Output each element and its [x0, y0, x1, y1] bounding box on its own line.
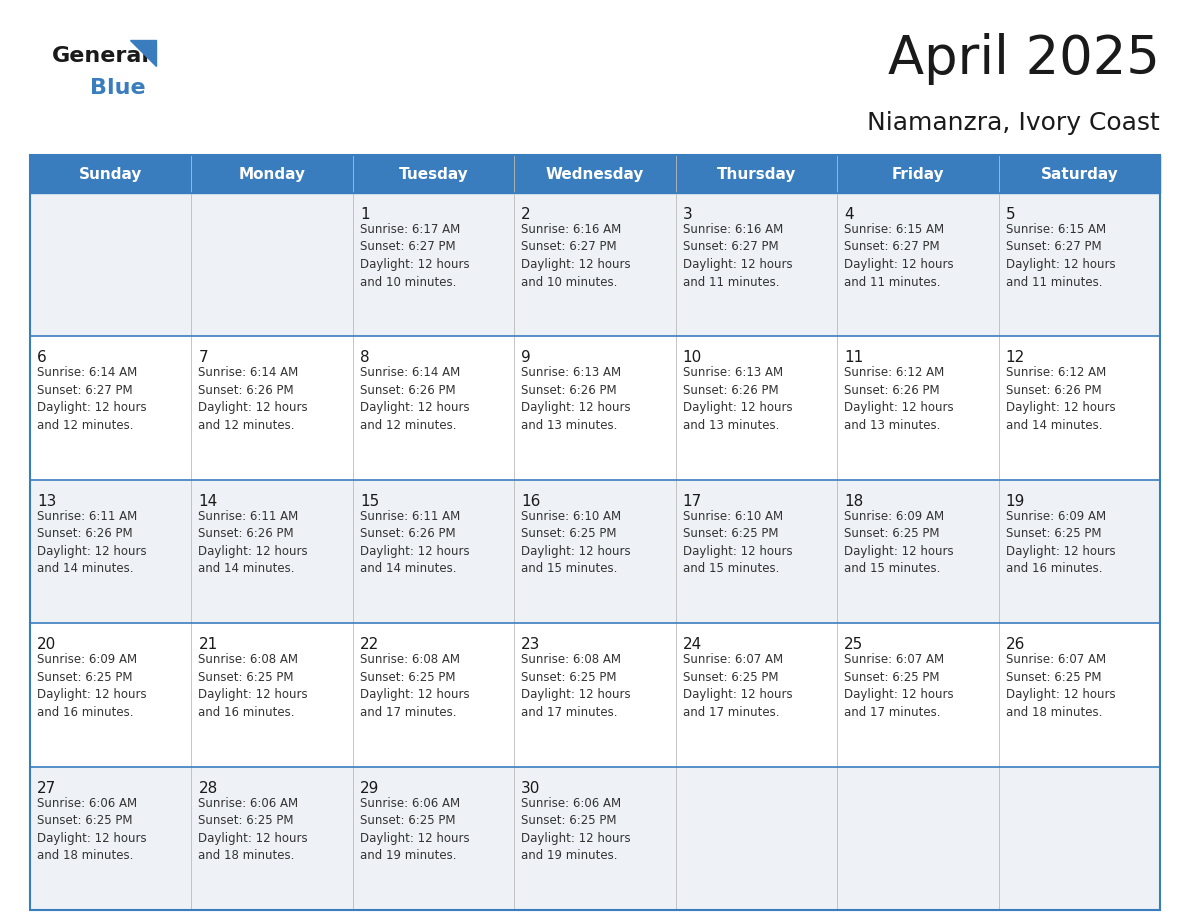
Text: Sunrise: 6:09 AM
Sunset: 6:25 PM
Daylight: 12 hours
and 16 minutes.: Sunrise: 6:09 AM Sunset: 6:25 PM Dayligh…	[37, 654, 146, 719]
Text: Sunrise: 6:06 AM
Sunset: 6:25 PM
Daylight: 12 hours
and 18 minutes.: Sunrise: 6:06 AM Sunset: 6:25 PM Dayligh…	[198, 797, 308, 862]
Text: Sunrise: 6:14 AM
Sunset: 6:27 PM
Daylight: 12 hours
and 12 minutes.: Sunrise: 6:14 AM Sunset: 6:27 PM Dayligh…	[37, 366, 146, 431]
Text: Blue: Blue	[90, 78, 146, 98]
Text: Sunrise: 6:07 AM
Sunset: 6:25 PM
Daylight: 12 hours
and 17 minutes.: Sunrise: 6:07 AM Sunset: 6:25 PM Dayligh…	[845, 654, 954, 719]
Text: 25: 25	[845, 637, 864, 652]
Text: Sunrise: 6:13 AM
Sunset: 6:26 PM
Daylight: 12 hours
and 13 minutes.: Sunrise: 6:13 AM Sunset: 6:26 PM Dayligh…	[683, 366, 792, 431]
Text: Sunrise: 6:14 AM
Sunset: 6:26 PM
Daylight: 12 hours
and 12 minutes.: Sunrise: 6:14 AM Sunset: 6:26 PM Dayligh…	[198, 366, 308, 431]
Text: Sunrise: 6:12 AM
Sunset: 6:26 PM
Daylight: 12 hours
and 13 minutes.: Sunrise: 6:12 AM Sunset: 6:26 PM Dayligh…	[845, 366, 954, 431]
Text: 3: 3	[683, 207, 693, 222]
Text: Sunrise: 6:08 AM
Sunset: 6:25 PM
Daylight: 12 hours
and 17 minutes.: Sunrise: 6:08 AM Sunset: 6:25 PM Dayligh…	[360, 654, 469, 719]
Bar	[30, 336, 1159, 480]
Text: 29: 29	[360, 780, 379, 796]
Text: Friday: Friday	[891, 166, 944, 182]
Text: Sunrise: 6:10 AM
Sunset: 6:25 PM
Daylight: 12 hours
and 15 minutes.: Sunrise: 6:10 AM Sunset: 6:25 PM Dayligh…	[683, 509, 792, 576]
Text: Sunrise: 6:08 AM
Sunset: 6:25 PM
Daylight: 12 hours
and 16 minutes.: Sunrise: 6:08 AM Sunset: 6:25 PM Dayligh…	[198, 654, 308, 719]
Text: 11: 11	[845, 351, 864, 365]
Text: Sunday: Sunday	[80, 166, 143, 182]
Text: Sunrise: 6:16 AM
Sunset: 6:27 PM
Daylight: 12 hours
and 10 minutes.: Sunrise: 6:16 AM Sunset: 6:27 PM Dayligh…	[522, 223, 631, 288]
Text: Sunrise: 6:11 AM
Sunset: 6:26 PM
Daylight: 12 hours
and 14 minutes.: Sunrise: 6:11 AM Sunset: 6:26 PM Dayligh…	[37, 509, 146, 576]
Text: Sunrise: 6:10 AM
Sunset: 6:25 PM
Daylight: 12 hours
and 15 minutes.: Sunrise: 6:10 AM Sunset: 6:25 PM Dayligh…	[522, 509, 631, 576]
Text: Sunrise: 6:11 AM
Sunset: 6:26 PM
Daylight: 12 hours
and 14 minutes.: Sunrise: 6:11 AM Sunset: 6:26 PM Dayligh…	[360, 509, 469, 576]
Text: Sunrise: 6:07 AM
Sunset: 6:25 PM
Daylight: 12 hours
and 18 minutes.: Sunrise: 6:07 AM Sunset: 6:25 PM Dayligh…	[1005, 654, 1116, 719]
Text: Thursday: Thursday	[716, 166, 796, 182]
Bar	[30, 155, 1159, 910]
Text: 24: 24	[683, 637, 702, 652]
Text: Sunrise: 6:11 AM
Sunset: 6:26 PM
Daylight: 12 hours
and 14 minutes.: Sunrise: 6:11 AM Sunset: 6:26 PM Dayligh…	[198, 509, 308, 576]
Text: Sunrise: 6:06 AM
Sunset: 6:25 PM
Daylight: 12 hours
and 19 minutes.: Sunrise: 6:06 AM Sunset: 6:25 PM Dayligh…	[522, 797, 631, 862]
Text: 27: 27	[37, 780, 56, 796]
Text: Sunrise: 6:13 AM
Sunset: 6:26 PM
Daylight: 12 hours
and 13 minutes.: Sunrise: 6:13 AM Sunset: 6:26 PM Dayligh…	[522, 366, 631, 431]
Text: Monday: Monday	[239, 166, 305, 182]
Text: Saturday: Saturday	[1041, 166, 1118, 182]
Polygon shape	[129, 40, 156, 66]
Text: 10: 10	[683, 351, 702, 365]
Text: 17: 17	[683, 494, 702, 509]
Text: Sunrise: 6:06 AM
Sunset: 6:25 PM
Daylight: 12 hours
and 19 minutes.: Sunrise: 6:06 AM Sunset: 6:25 PM Dayligh…	[360, 797, 469, 862]
Text: 18: 18	[845, 494, 864, 509]
Text: 30: 30	[522, 780, 541, 796]
Text: 4: 4	[845, 207, 854, 222]
Text: 5: 5	[1005, 207, 1016, 222]
Text: Sunrise: 6:17 AM
Sunset: 6:27 PM
Daylight: 12 hours
and 10 minutes.: Sunrise: 6:17 AM Sunset: 6:27 PM Dayligh…	[360, 223, 469, 288]
Text: Sunrise: 6:15 AM
Sunset: 6:27 PM
Daylight: 12 hours
and 11 minutes.: Sunrise: 6:15 AM Sunset: 6:27 PM Dayligh…	[845, 223, 954, 288]
Text: Sunrise: 6:08 AM
Sunset: 6:25 PM
Daylight: 12 hours
and 17 minutes.: Sunrise: 6:08 AM Sunset: 6:25 PM Dayligh…	[522, 654, 631, 719]
Text: Sunrise: 6:15 AM
Sunset: 6:27 PM
Daylight: 12 hours
and 11 minutes.: Sunrise: 6:15 AM Sunset: 6:27 PM Dayligh…	[1005, 223, 1116, 288]
Text: Sunrise: 6:16 AM
Sunset: 6:27 PM
Daylight: 12 hours
and 11 minutes.: Sunrise: 6:16 AM Sunset: 6:27 PM Dayligh…	[683, 223, 792, 288]
Bar	[30, 623, 1159, 767]
Text: 7: 7	[198, 351, 208, 365]
Text: 2: 2	[522, 207, 531, 222]
Text: 6: 6	[37, 351, 46, 365]
Text: Sunrise: 6:09 AM
Sunset: 6:25 PM
Daylight: 12 hours
and 15 minutes.: Sunrise: 6:09 AM Sunset: 6:25 PM Dayligh…	[845, 509, 954, 576]
Text: Tuesday: Tuesday	[399, 166, 468, 182]
Text: 20: 20	[37, 637, 56, 652]
Text: 26: 26	[1005, 637, 1025, 652]
Text: Sunrise: 6:09 AM
Sunset: 6:25 PM
Daylight: 12 hours
and 16 minutes.: Sunrise: 6:09 AM Sunset: 6:25 PM Dayligh…	[1005, 509, 1116, 576]
Text: 15: 15	[360, 494, 379, 509]
Text: 21: 21	[198, 637, 217, 652]
Text: 1: 1	[360, 207, 369, 222]
Bar	[30, 480, 1159, 623]
Text: Sunrise: 6:07 AM
Sunset: 6:25 PM
Daylight: 12 hours
and 17 minutes.: Sunrise: 6:07 AM Sunset: 6:25 PM Dayligh…	[683, 654, 792, 719]
Bar	[30, 767, 1159, 910]
Text: 9: 9	[522, 351, 531, 365]
Text: 13: 13	[37, 494, 56, 509]
Text: Sunrise: 6:12 AM
Sunset: 6:26 PM
Daylight: 12 hours
and 14 minutes.: Sunrise: 6:12 AM Sunset: 6:26 PM Dayligh…	[1005, 366, 1116, 431]
Text: General: General	[52, 46, 150, 66]
Text: 23: 23	[522, 637, 541, 652]
Text: Niamanzra, Ivory Coast: Niamanzra, Ivory Coast	[867, 111, 1159, 135]
Text: 22: 22	[360, 637, 379, 652]
Text: Sunrise: 6:06 AM
Sunset: 6:25 PM
Daylight: 12 hours
and 18 minutes.: Sunrise: 6:06 AM Sunset: 6:25 PM Dayligh…	[37, 797, 146, 862]
Text: 8: 8	[360, 351, 369, 365]
Text: 19: 19	[1005, 494, 1025, 509]
Bar	[30, 193, 1159, 336]
Text: April 2025: April 2025	[889, 33, 1159, 85]
Text: Sunrise: 6:14 AM
Sunset: 6:26 PM
Daylight: 12 hours
and 12 minutes.: Sunrise: 6:14 AM Sunset: 6:26 PM Dayligh…	[360, 366, 469, 431]
Text: 12: 12	[1005, 351, 1025, 365]
Text: 28: 28	[198, 780, 217, 796]
Bar	[30, 155, 1159, 193]
Text: 16: 16	[522, 494, 541, 509]
Text: Wednesday: Wednesday	[545, 166, 644, 182]
Text: 14: 14	[198, 494, 217, 509]
